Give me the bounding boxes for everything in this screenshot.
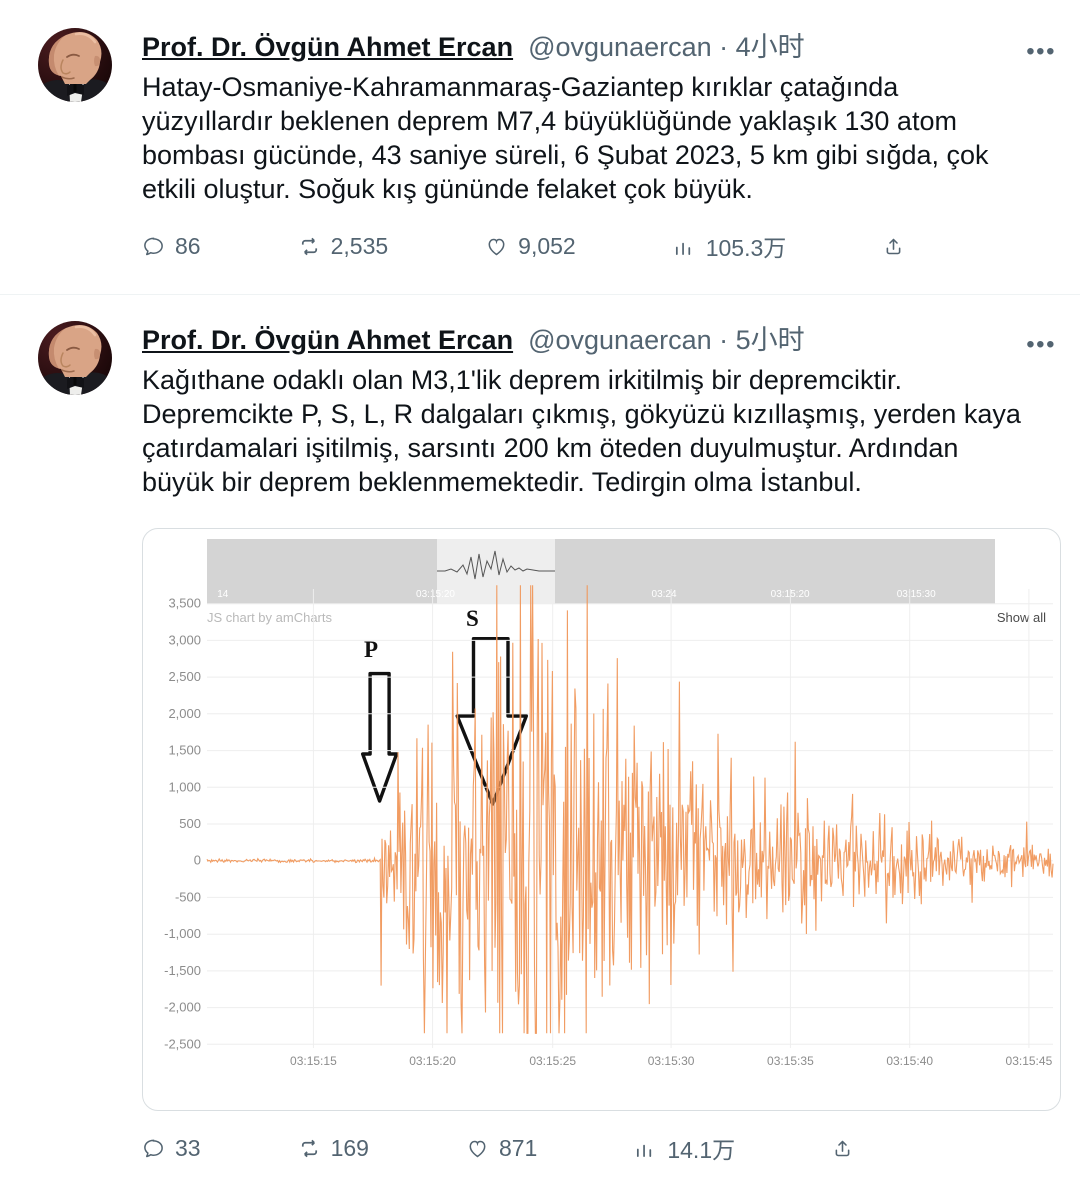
svg-text:1,000: 1,000 [168, 779, 201, 794]
svg-text:-2,000: -2,000 [164, 1000, 201, 1015]
svg-text:2,000: 2,000 [168, 706, 201, 721]
svg-text:1,500: 1,500 [168, 743, 201, 758]
svg-text:03:15:30: 03:15:30 [648, 1054, 695, 1068]
svg-text:3,000: 3,000 [168, 632, 201, 647]
svg-text:0: 0 [194, 853, 201, 868]
svg-text:500: 500 [179, 816, 201, 831]
svg-text:03:15:20: 03:15:20 [409, 1054, 456, 1068]
svg-text:-500: -500 [175, 889, 201, 904]
svg-text:03:15:45: 03:15:45 [1006, 1054, 1053, 1068]
svg-text:-2,500: -2,500 [164, 1036, 201, 1051]
svg-text:-1,500: -1,500 [164, 963, 201, 978]
svg-text:03:15:15: 03:15:15 [290, 1054, 337, 1068]
svg-text:03:15:25: 03:15:25 [529, 1054, 576, 1068]
svg-text:3,500: 3,500 [168, 596, 201, 611]
svg-text:-1,000: -1,000 [164, 926, 201, 941]
svg-text:03:15:40: 03:15:40 [886, 1054, 933, 1068]
svg-text:03:15:35: 03:15:35 [767, 1054, 814, 1068]
svg-text:2,500: 2,500 [168, 669, 201, 684]
